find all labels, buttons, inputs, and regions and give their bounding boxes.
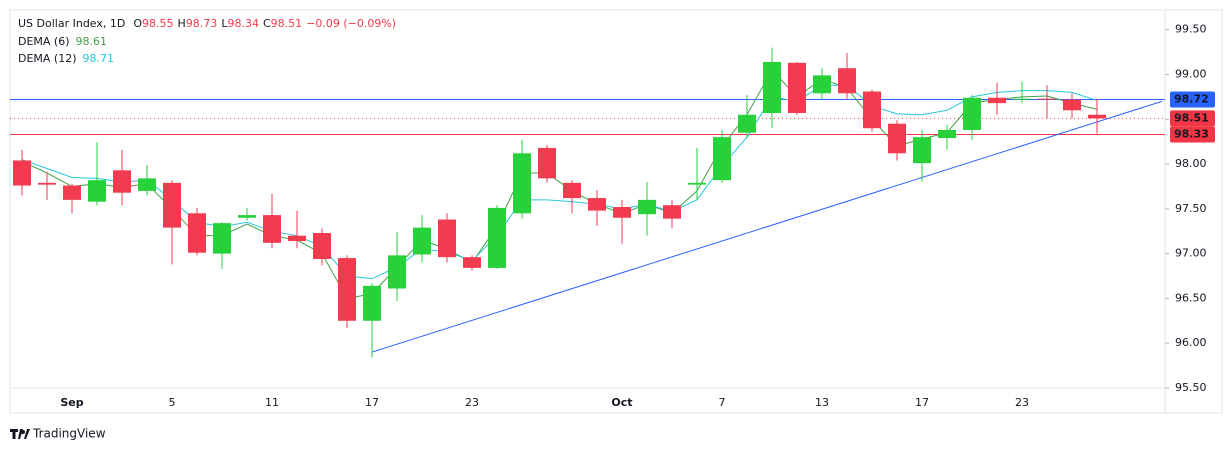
y-tick-label: 97.50 [1175,202,1207,215]
price-label: 98.72 [1170,91,1215,108]
candle-body [913,137,931,164]
candle-body [813,75,831,94]
price-label-text: 98.33 [1174,127,1209,140]
candle-body [1063,99,1081,111]
ohlc-key: O [133,17,142,30]
y-tick-label: 96.00 [1175,336,1207,349]
price-label-bg [1170,110,1215,127]
candle-body [988,97,1006,104]
ohlc-value: 98.51 [271,17,303,30]
x-tick-label: Oct [611,396,632,409]
candle-body [113,170,131,193]
candle-body [613,207,631,218]
candle-body [1013,98,1031,100]
legend-name: DEMA (6) [18,35,70,48]
indicator-line [21,69,1098,299]
x-tick-label: 23 [1015,396,1029,409]
brand-logo [10,429,30,439]
candle-body [663,205,681,219]
candle-body [238,215,256,218]
candle-body [413,227,431,255]
y-tick-label: 96.50 [1175,291,1207,304]
ohlc-key: C [263,17,271,30]
candle-body [313,232,331,259]
legend-value: 98.61 [76,35,108,48]
candle-body [538,147,556,179]
candle-body [588,198,606,211]
candle-body [138,178,156,191]
frame [9,9,1223,414]
x-tick-label: 13 [815,396,829,409]
candle-body [888,123,906,154]
candle-body [338,258,356,321]
price-label: 98.33 [1170,126,1215,143]
candle-body [838,68,856,94]
y-tick-label: 98.00 [1175,157,1207,170]
legend-name: DEMA (12) [18,52,77,65]
legend-entry: DEMA (12) 98.71 [18,52,114,65]
candle-body [163,182,181,228]
y-tick-label: 95.50 [1175,381,1207,394]
candle-body [463,257,481,268]
ohlc-key: L [221,17,228,30]
y-tick-label: 99.50 [1175,23,1207,36]
change: −0.09 (−0.09%) [306,17,396,30]
candle-body [938,130,956,139]
candle-body [963,97,981,131]
candle-body [213,223,231,254]
ohlc-key: H [178,17,186,30]
candle-body [38,182,56,185]
x-tick-label: 17 [915,396,929,409]
candle-body [438,219,456,258]
candle-body [563,182,581,199]
candle-body [288,235,306,242]
y-tick-label: 97.00 [1175,247,1207,260]
candle-body [188,213,206,253]
candle-body [263,215,281,243]
candle-body [763,61,781,113]
candle-body [488,207,506,268]
candle-body [88,180,106,202]
price-label-text: 98.72 [1174,93,1209,106]
candle-body [713,137,731,181]
candle-body [788,62,806,113]
ohlc-value: 98.55 [142,17,174,30]
legend-value: 98.71 [83,52,115,65]
price-label: 98.51 [1170,110,1215,127]
candle-body [1038,98,1056,100]
x-tick-label: 23 [465,396,479,409]
ohlc-value: 98.34 [227,17,259,30]
x-tick-label: Sep [60,396,83,409]
y-tick-label: 99.00 [1175,67,1207,80]
candle-body [688,182,706,185]
candle-body [63,185,81,200]
x-tick-label: 11 [265,396,279,409]
title: US Dollar Index, 1D [18,17,125,30]
candle-body [738,114,756,133]
price-label-bg [1170,91,1215,108]
trendline [371,100,1163,353]
candle-body [638,199,656,215]
legend-entry: DEMA (6) 98.61 [18,35,107,48]
candle-body [363,285,381,321]
candle-body [513,153,531,214]
candle-body [1088,114,1106,119]
header: US Dollar Index, 1D O98.55 H98.73 L98.34 C98… [18,17,396,30]
price-label-bg [1170,126,1215,143]
price-label-text: 98.51 [1174,111,1209,124]
candle-body [388,255,406,289]
x-tick-label: 7 [719,396,726,409]
ohlc-value: 98.73 [186,17,218,30]
x-tick-label: 17 [365,396,379,409]
x-tick-label: 5 [169,396,176,409]
candle-body [863,91,881,129]
brand-name: TradingView [32,427,106,441]
candle-body [13,160,31,186]
